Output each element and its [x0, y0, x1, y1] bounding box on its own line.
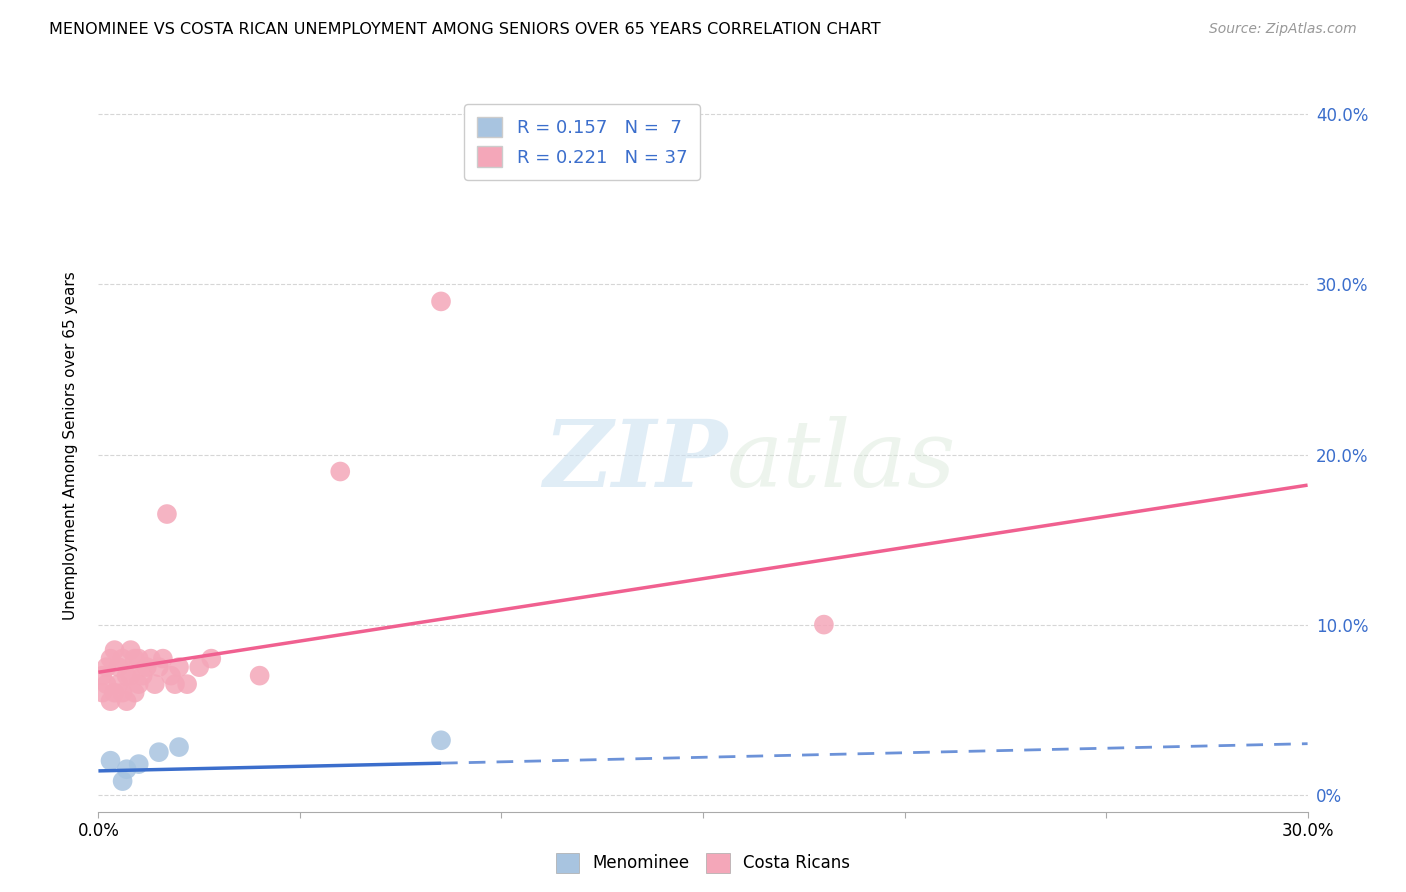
- Text: MENOMINEE VS COSTA RICAN UNEMPLOYMENT AMONG SENIORS OVER 65 YEARS CORRELATION CH: MENOMINEE VS COSTA RICAN UNEMPLOYMENT AM…: [49, 22, 880, 37]
- Y-axis label: Unemployment Among Seniors over 65 years: Unemployment Among Seniors over 65 years: [63, 272, 77, 620]
- Point: [111, 651, 134, 665]
- Point: [103, 686, 125, 700]
- Point: [430, 733, 453, 747]
- Text: ZIP: ZIP: [543, 416, 727, 506]
- Point: [111, 774, 134, 789]
- Point: [249, 668, 271, 682]
- Point: [167, 660, 190, 674]
- Point: [176, 677, 198, 691]
- Point: [156, 507, 179, 521]
- Point: [152, 651, 174, 665]
- Point: [96, 660, 118, 674]
- Legend: R = 0.157   N =  7, R = 0.221   N = 37: R = 0.157 N = 7, R = 0.221 N = 37: [464, 104, 700, 180]
- Point: [96, 677, 118, 691]
- Point: [128, 651, 150, 665]
- Text: atlas: atlas: [727, 416, 956, 506]
- Point: [100, 651, 122, 665]
- Point: [128, 757, 150, 772]
- Point: [132, 668, 155, 682]
- Point: [120, 643, 142, 657]
- Point: [124, 686, 146, 700]
- Point: [139, 651, 162, 665]
- Point: [148, 660, 170, 674]
- Point: [128, 677, 150, 691]
- Point: [115, 668, 138, 682]
- Point: [163, 677, 186, 691]
- Point: [329, 465, 352, 479]
- Point: [124, 651, 146, 665]
- Point: [143, 677, 166, 691]
- Point: [111, 686, 134, 700]
- Point: [107, 677, 129, 691]
- Point: [115, 694, 138, 708]
- Point: [200, 651, 222, 665]
- Point: [100, 754, 122, 768]
- Point: [91, 686, 114, 700]
- Point: [813, 617, 835, 632]
- Text: Source: ZipAtlas.com: Source: ZipAtlas.com: [1209, 22, 1357, 37]
- Point: [188, 660, 211, 674]
- Point: [135, 660, 157, 674]
- Legend: Menominee, Costa Ricans: Menominee, Costa Ricans: [550, 847, 856, 880]
- Point: [120, 668, 142, 682]
- Point: [167, 740, 190, 755]
- Point: [430, 294, 453, 309]
- Point: [103, 643, 125, 657]
- Point: [100, 694, 122, 708]
- Point: [91, 668, 114, 682]
- Point: [107, 660, 129, 674]
- Point: [148, 745, 170, 759]
- Point: [160, 668, 183, 682]
- Point: [115, 762, 138, 776]
